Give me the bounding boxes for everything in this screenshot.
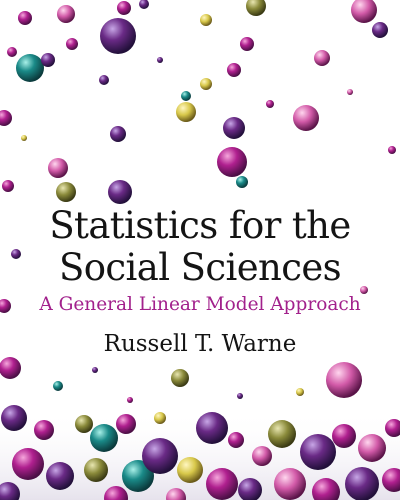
book-title-line-1: Statistics for the	[49, 204, 351, 247]
bubbles-top	[0, 0, 396, 313]
bubbles-middle	[0, 357, 362, 403]
book-title-line-2: Social Sciences	[58, 246, 342, 289]
title-block: Statistics for the Social Sciences A Gen…	[0, 205, 400, 359]
book-subtitle: A General Linear Model Approach	[39, 294, 361, 315]
book-author: Russell T. Warne	[103, 331, 297, 357]
bubbles-bottom	[0, 405, 400, 500]
